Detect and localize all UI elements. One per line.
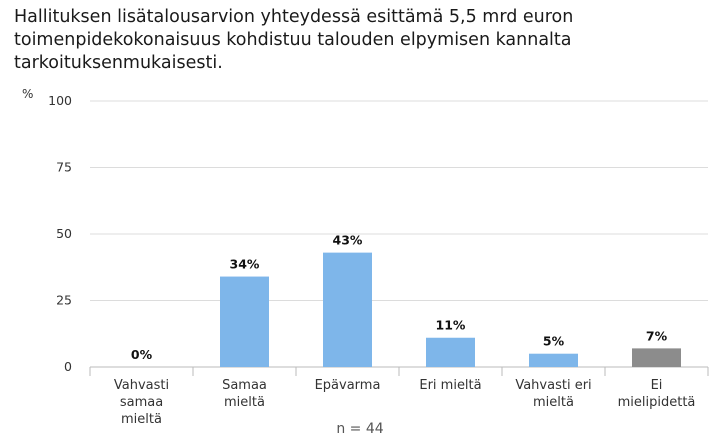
bar (529, 353, 578, 367)
x-category-label: mielipidettä (618, 395, 696, 410)
x-category-label: Eri mieltä (419, 378, 481, 393)
chart-title: Hallituksen lisätalousarvion yhteydessä … (14, 7, 574, 73)
data-label: 5% (543, 334, 565, 349)
x-category-label: mieltä (533, 395, 574, 410)
y-tick-label: 25 (56, 293, 72, 308)
y-axis-unit: % (22, 87, 34, 101)
x-category-label: Vahvasti (114, 378, 169, 393)
bar (426, 337, 475, 367)
bar (632, 348, 681, 367)
x-category-label: Epävarma (315, 378, 381, 393)
x-category-label: mieltä (121, 412, 162, 427)
x-category-label: mieltä (224, 395, 265, 410)
data-label: 34% (230, 257, 260, 272)
sample-size-label: n = 44 (336, 421, 384, 437)
y-tick-label: 0 (64, 359, 72, 374)
x-category-label: Ei (651, 378, 663, 393)
bar (323, 252, 372, 367)
data-label: 0% (131, 347, 153, 362)
x-category-label: samaa (120, 395, 163, 410)
y-tick-label: 100 (48, 93, 72, 108)
data-label: 11% (436, 318, 466, 333)
data-label: 7% (646, 328, 668, 343)
x-category-label: Vahvasti eri (515, 378, 591, 393)
y-tick-label: 50 (56, 226, 72, 241)
bar (220, 276, 269, 367)
x-category-label: Samaa (222, 378, 267, 393)
y-tick-label: 75 (56, 160, 72, 175)
data-label: 43% (333, 233, 363, 248)
